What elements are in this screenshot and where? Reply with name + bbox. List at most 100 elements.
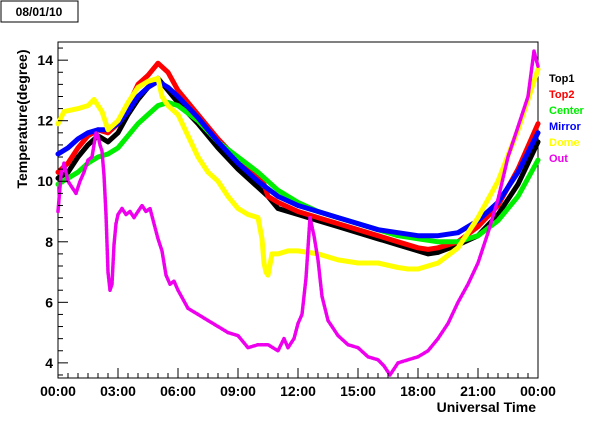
data-point-out xyxy=(206,318,210,323)
axis-layer: 00:00 03:00 06:00 09:00 12:00 15:00 18:00 21:00… xyxy=(37,47,556,399)
data-point-out xyxy=(526,94,530,99)
data-point-center xyxy=(155,103,161,108)
data-point-out xyxy=(506,155,510,159)
data-point-out xyxy=(144,209,148,214)
data-point-dome xyxy=(455,245,461,250)
data-point-out xyxy=(300,312,304,316)
data-point-top1 xyxy=(435,250,441,255)
data-point-mirror xyxy=(125,109,131,114)
data-point-dome xyxy=(285,248,291,254)
y-tick-label: 6 xyxy=(45,294,53,310)
data-point-out xyxy=(308,216,312,220)
data-point-dome xyxy=(265,272,271,278)
legend-entry-top2: Top2 xyxy=(549,89,574,101)
data-point-mirror xyxy=(215,139,221,145)
data-point-top1 xyxy=(535,139,541,145)
x-tick-label: 15:00 xyxy=(340,383,376,399)
data-point-center xyxy=(95,154,101,160)
data-point-top2 xyxy=(75,145,81,151)
data-point-center xyxy=(255,170,261,175)
data-point-dome xyxy=(175,112,181,117)
data-point-dome xyxy=(375,260,381,266)
data-point-top1 xyxy=(275,206,281,211)
data-point-out xyxy=(496,197,500,201)
x-tick-label: 06:00 xyxy=(160,383,196,399)
y-axis-title: Temperature(degree) xyxy=(14,49,30,188)
data-point-out xyxy=(216,324,220,329)
data-point-mirror xyxy=(315,209,321,214)
data-point-out xyxy=(172,279,176,283)
data-point-dome xyxy=(269,251,275,257)
data-point-dome xyxy=(115,118,121,123)
data-point-dome xyxy=(261,260,267,266)
data-point-out xyxy=(124,212,128,217)
y-tick-label: 4 xyxy=(45,355,53,371)
data-point-mirror xyxy=(145,85,151,90)
data-point-mirror xyxy=(415,233,421,238)
data-point-out xyxy=(356,346,360,350)
data-point-top2 xyxy=(155,61,161,66)
data-point-out xyxy=(132,216,136,220)
data-point-top2 xyxy=(535,121,541,126)
data-point-mirror xyxy=(65,145,71,151)
data-point-dome xyxy=(85,103,91,108)
data-point-out xyxy=(316,258,320,262)
data-point-center xyxy=(105,151,111,157)
data-point-top2 xyxy=(395,239,401,244)
data-point-out xyxy=(282,337,286,341)
data-point-out xyxy=(320,294,324,298)
data-point-out xyxy=(436,337,440,341)
x-tick-label: 18:00 xyxy=(400,383,436,399)
x-tick-label: 00:00 xyxy=(520,383,556,399)
data-point-out xyxy=(110,282,114,286)
series-dome xyxy=(55,66,541,278)
data-point-out xyxy=(296,321,300,326)
data-point-out xyxy=(94,131,98,135)
data-point-out xyxy=(59,173,63,177)
data-point-dome xyxy=(225,194,231,199)
data-point-out xyxy=(486,231,490,235)
data-point-out xyxy=(104,212,108,217)
data-point-mirror xyxy=(95,127,101,132)
data-point-top1 xyxy=(115,130,121,135)
data-point-dome xyxy=(155,76,161,81)
data-point-out xyxy=(136,209,140,214)
data-point-dome xyxy=(185,133,191,138)
series-out xyxy=(56,49,540,377)
data-point-top2 xyxy=(165,70,171,75)
data-point-dome xyxy=(145,79,151,84)
data-point-out xyxy=(168,282,172,286)
data-point-out xyxy=(156,237,160,241)
data-point-center xyxy=(275,188,281,193)
data-point-out xyxy=(78,179,82,183)
data-point-mirror xyxy=(515,170,521,175)
legend-entry-center: Center xyxy=(549,105,585,117)
data-point-out xyxy=(186,306,190,310)
data-point-mirror xyxy=(375,227,381,232)
data-point-out xyxy=(346,343,350,347)
data-point-dome xyxy=(135,85,141,90)
data-point-out xyxy=(90,155,94,159)
x-axis-title: Universal Time xyxy=(437,399,537,415)
data-point-out xyxy=(62,161,66,165)
data-point-out xyxy=(120,206,124,211)
data-point-dome xyxy=(405,266,411,272)
data-point-out xyxy=(176,288,180,292)
data-point-dome xyxy=(105,127,111,132)
data-point-dome xyxy=(195,154,201,160)
data-point-out xyxy=(304,276,308,280)
series-layer xyxy=(55,49,541,377)
data-point-mirror xyxy=(195,115,201,120)
data-point-center xyxy=(75,170,81,175)
data-point-center xyxy=(435,239,441,244)
data-point-out xyxy=(406,358,410,362)
data-point-top1 xyxy=(255,185,261,190)
data-point-dome xyxy=(235,206,241,211)
data-point-center xyxy=(115,145,121,151)
data-point-center xyxy=(475,233,481,238)
x-tick-label: 12:00 xyxy=(280,383,316,399)
data-point-top2 xyxy=(435,245,441,250)
data-point-mirror xyxy=(55,151,61,157)
y-tick-label: 10 xyxy=(37,173,53,189)
data-point-out xyxy=(160,249,164,253)
